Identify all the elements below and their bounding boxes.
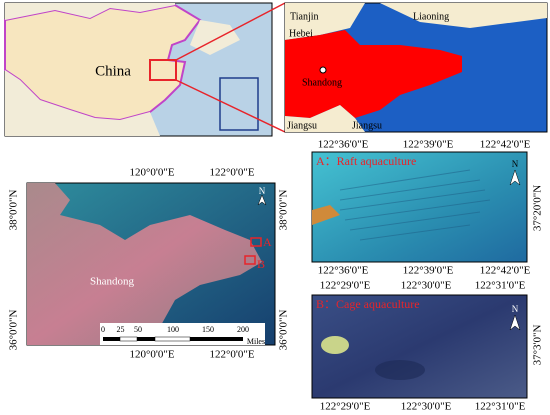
- lon-label: 122°42'0"E: [480, 139, 531, 151]
- scale-unit: Miles: [247, 337, 265, 346]
- lon-label: 122°42'0"E: [480, 265, 531, 277]
- north-arrow: [509, 169, 521, 186]
- north-label: N: [259, 186, 266, 196]
- island: [321, 336, 349, 354]
- lon-label: 122°31'0"E: [475, 280, 526, 292]
- place-label: Tianjin: [290, 11, 319, 22]
- lat-label: 37°20'0"N: [532, 185, 544, 231]
- coast: [312, 205, 340, 225]
- lat-label: 38°0'0"N: [8, 190, 20, 231]
- south-china-sea-inset: [219, 77, 259, 131]
- raft-rows: [339, 169, 491, 241]
- north-label: N: [512, 304, 519, 314]
- lon-label: 120°0'0"E: [129, 349, 174, 361]
- place-label: Jiangsu: [352, 120, 382, 131]
- shandong-map: Tianjin Liaoning Hebei Shandong Jiangsu …: [284, 2, 548, 133]
- region-label: Shandong: [90, 276, 135, 288]
- connector: [175, 79, 286, 133]
- shadow: [375, 360, 425, 380]
- north-arrow: [257, 194, 267, 206]
- land-imagery: [27, 183, 262, 345]
- overview-map: A B Shandong N 0 25 50 100 150 200 Miles 120°…: [8, 167, 290, 361]
- land: [285, 105, 365, 132]
- scale-label: 25: [117, 325, 125, 334]
- panel-a-frame: [311, 151, 528, 263]
- land: [380, 3, 547, 28]
- scale-bar: [154, 336, 191, 342]
- scale-label: 200: [237, 325, 249, 334]
- place-label: Hebei: [289, 28, 313, 39]
- land: [285, 3, 365, 40]
- lon-label: 122°36'0"E: [318, 265, 369, 277]
- shandong-province: [285, 30, 462, 118]
- lon-label: 122°0'0"E: [209, 349, 254, 361]
- lon-label: 122°30'0"E: [401, 280, 452, 292]
- site-box: [250, 237, 262, 247]
- scale-label: 0: [101, 325, 105, 334]
- lat-label: 36°0'0"N: [8, 310, 20, 351]
- lat-label: 38°0'0"N: [278, 190, 290, 231]
- panel-title: B：Cage aquaculture: [316, 297, 420, 311]
- lon-label: 120°0'0"E: [129, 167, 174, 179]
- lat-label: 36°0'0"N: [278, 310, 290, 351]
- scale-label: 100: [167, 325, 179, 334]
- lon-label: 122°39'0"E: [403, 139, 454, 151]
- lon-label: 122°36'0"E: [318, 139, 369, 151]
- connector: [175, 2, 286, 61]
- north-label: N: [512, 159, 519, 169]
- scale-bar: [119, 336, 138, 342]
- lat-label: 37°3'0"N: [532, 325, 544, 366]
- lon-label: 122°31'0"E: [475, 401, 526, 413]
- scale-labels: 0 25 50 100 150 200: [101, 325, 249, 334]
- place-label: Shandong: [302, 77, 342, 88]
- panel-title: A：Raft aquaculture: [316, 154, 416, 168]
- place-label: Liaoning: [413, 11, 449, 22]
- lon-label: 122°30'0"E: [401, 401, 452, 413]
- study-area-box: [149, 59, 177, 81]
- panel-a: A：Raft aquaculture N 122°36'0"E 122°39'0…: [311, 139, 544, 277]
- north-arrow: [509, 314, 521, 331]
- lon-label: 122°0'0"E: [209, 167, 254, 179]
- neighbour-land: [5, 70, 160, 136]
- lon-label: 122°29'0"E: [320, 280, 371, 292]
- scale-label: 50: [134, 325, 142, 334]
- capital-marker: [319, 66, 327, 74]
- site-label: A: [263, 235, 272, 249]
- scale-label: 150: [202, 325, 214, 334]
- lon-label: 122°29'0"E: [320, 401, 371, 413]
- china-label: China: [95, 63, 131, 79]
- neighbour-land: [5, 3, 175, 20]
- panel-b: B：Cage aquaculture N 122°29'0"E 122°30'0…: [311, 280, 544, 413]
- site-box: [244, 255, 256, 265]
- china-map: China: [4, 2, 273, 137]
- lon-label: 122°39'0"E: [403, 265, 454, 277]
- place-label: Jiangsu: [287, 120, 317, 131]
- site-label: B: [257, 257, 265, 271]
